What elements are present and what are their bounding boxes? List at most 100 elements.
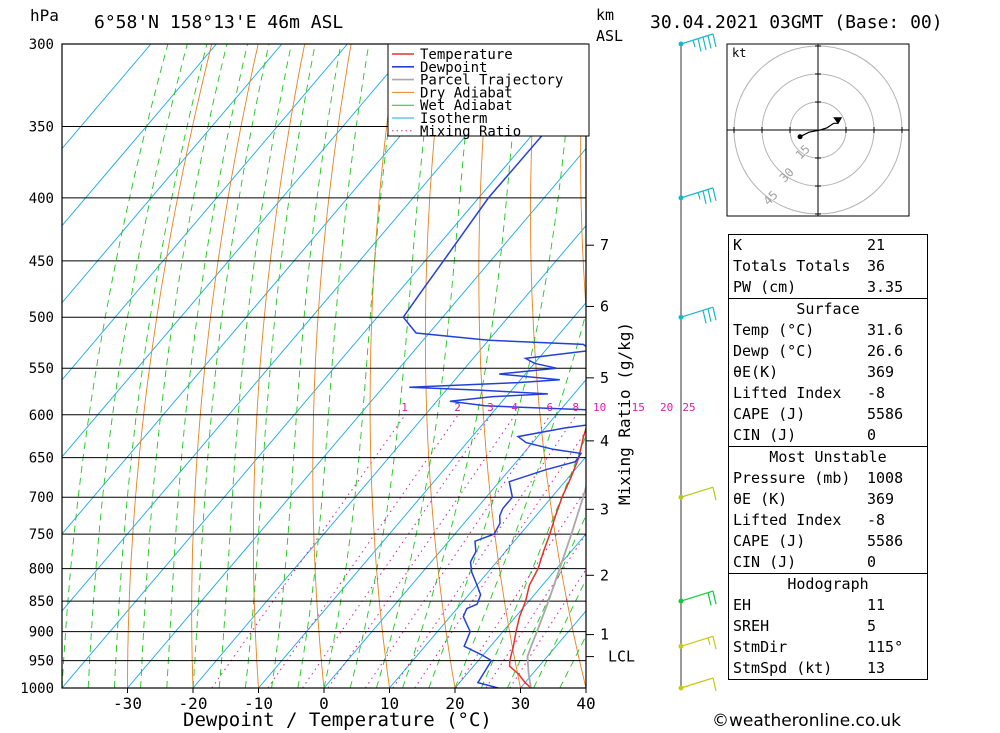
mixing-ratio-axis-label: Mixing Ratio (g/kg)	[615, 322, 634, 505]
hodograph-row: SREH 5	[733, 617, 877, 635]
x-tick-label: -10	[244, 694, 273, 713]
wind-barb-staff	[680, 486, 714, 498]
isotherm-line	[192, 224, 586, 688]
isotherm-line	[127, 147, 586, 688]
height-tick-label: 2	[600, 566, 609, 584]
legend-entry: Parcel Trajectory	[420, 73, 563, 89]
wind-barb-half-feather	[692, 39, 696, 48]
isotherm-line	[62, 44, 283, 304]
wind-barb-feather	[712, 187, 717, 202]
hodograph-storm-marker	[833, 117, 843, 125]
wind-barb	[680, 187, 717, 205]
pressure-tick-label: 450	[29, 254, 54, 270]
wind-barb-feather	[712, 307, 717, 321]
pressure-tick-label: 850	[29, 594, 54, 610]
wind-barb-feather	[712, 487, 717, 501]
wet-adiabat-line	[349, 44, 436, 688]
mixing-ratio-label: 4	[511, 401, 518, 414]
hodograph-start-dot	[797, 134, 803, 140]
height-unit-label: km	[596, 6, 614, 24]
wet-adiabat-line	[297, 44, 370, 688]
indices-most-unstable: Most Unstable Pressure (mb) 1008 θE (K) 36…	[729, 447, 927, 574]
pressure-tick-label: 550	[29, 361, 54, 377]
plot-frame	[61, 43, 587, 689]
mixing-ratio-line	[455, 488, 586, 688]
wind-barb-feather	[712, 636, 717, 650]
datetime-label: 30.04.2021 03GMT (Base: 00)	[650, 12, 943, 33]
isotherm-line	[389, 456, 586, 688]
indices-hodograph: Hodograph EH 11 SREH 5 StmDir 115° StmSpd (…	[729, 574, 927, 679]
x-tick-label: 40	[576, 694, 595, 713]
mixing-ratio-line	[211, 414, 406, 688]
wind-barb-feather	[702, 310, 707, 324]
height-tick-label: 7	[600, 236, 609, 254]
wet-adiabat-line	[506, 514, 586, 688]
wind-barb-staff	[680, 677, 714, 689]
x-tick-label: -30	[113, 694, 142, 713]
mixing-ratio-label: 15	[632, 401, 645, 414]
hodograph-title: Hodograph	[787, 575, 869, 593]
surface-row: Temp (°C) 31.6	[733, 321, 904, 339]
hodograph-trace	[799, 122, 839, 138]
mixing-ratio-label: 2	[454, 401, 461, 414]
dry-adiabat-line	[424, 44, 456, 688]
height-axis: 7 6 5 4 3 2 1 LCL	[586, 236, 635, 666]
pressure-tick-label: 1000	[20, 681, 54, 697]
legend-entry: Dewpoint	[420, 60, 487, 76]
pressure-tick-label: 950	[29, 654, 54, 670]
x-tick-label: 0	[319, 694, 329, 713]
height-tick-label: 6	[600, 297, 609, 315]
isotherm-line	[62, 44, 414, 458]
most-unstable-row: CAPE (J) 5586	[733, 532, 904, 550]
surface-title: Surface	[796, 300, 860, 318]
pressure-tick-label: 500	[29, 310, 54, 326]
pressure-tick-label: 700	[29, 490, 54, 506]
profile-lines	[402, 86, 586, 688]
wet-adiabat-line	[480, 434, 586, 688]
x-tick-label: -20	[179, 694, 208, 713]
axis-labels: 3003504004505005506006507007508008509009…	[20, 37, 595, 713]
index-row-totals: Totals Totals 36	[733, 257, 886, 275]
most-unstable-row: θE (K) 369	[733, 490, 895, 508]
dry-adiabat-line	[629, 44, 717, 688]
dry-adiabat-line	[252, 44, 306, 688]
wind-barb-feather	[712, 677, 717, 692]
x-tick-label: 30	[511, 694, 530, 713]
most-unstable-title: Most Unstable	[769, 448, 887, 466]
wind-barb	[680, 635, 717, 650]
indices-surface: Surface Temp (°C) 31.6 Dewp (°C) 26.6 θE(K…	[729, 299, 927, 447]
wet-adiabat-line	[62, 44, 169, 688]
dry-adiabat-line	[580, 44, 586, 314]
mixing-ratio-line	[364, 414, 551, 688]
mixing-ratio-line	[267, 414, 459, 688]
wet-adiabat-line	[166, 44, 248, 688]
wet-adiabat-line	[113, 44, 208, 688]
height-tick-label: 3	[600, 500, 609, 518]
series-parcel-trajectory	[526, 483, 586, 688]
mixing-ratio-line	[327, 414, 516, 688]
surface-row: θE(K) 369	[733, 363, 895, 381]
mixing-ratio-label: 25	[682, 401, 695, 414]
pressure-tick-label: 750	[29, 527, 54, 543]
mixing-ratio-label: 3	[487, 401, 494, 414]
isotherm-line	[62, 44, 545, 612]
wind-barb	[680, 306, 717, 324]
legend-entry: Temperature	[420, 47, 513, 63]
dry-adiabat-line	[955, 44, 1000, 688]
wind-barb-feather	[702, 190, 707, 205]
mixing-ratio-line	[392, 414, 577, 688]
wind-barb	[680, 33, 717, 52]
index-row-k: K 21	[733, 236, 886, 254]
isotherm-line	[62, 44, 152, 150]
isotherm-line	[323, 379, 586, 688]
series-dewpoint	[402, 86, 586, 688]
wet-adiabat-line	[533, 578, 586, 688]
wind-barb-half-feather	[707, 637, 711, 645]
wind-barb-feather	[697, 38, 702, 52]
mixing-ratio-label: 1	[401, 401, 408, 414]
pressure-tick-label: 800	[29, 562, 54, 578]
isotherm-line	[62, 44, 348, 381]
surface-row: CIN (J) 0	[733, 426, 877, 444]
